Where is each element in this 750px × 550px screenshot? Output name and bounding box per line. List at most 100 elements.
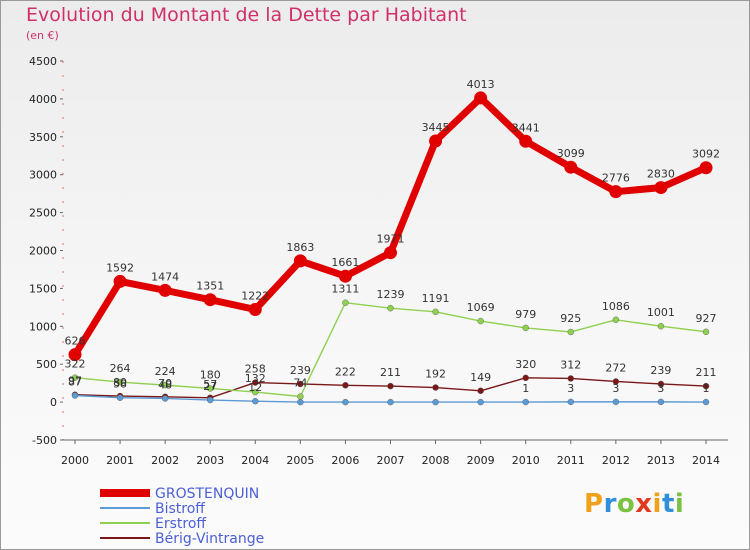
data-label: 1351 [196, 280, 224, 293]
data-label: 57 [203, 378, 217, 391]
data-label: 87 [68, 376, 82, 389]
data-label: 1222 [241, 289, 269, 302]
data-label: 132 [245, 372, 266, 385]
data-point [432, 308, 439, 316]
data-label: 3 [567, 382, 574, 395]
data-point [297, 380, 304, 388]
legend-label: Erstroff [155, 516, 206, 532]
x-tick-label: 2012 [602, 454, 630, 467]
legend-label: GROSTENQUIN [155, 486, 259, 502]
data-point [387, 398, 394, 406]
data-point [612, 378, 620, 385]
data-label: 1863 [286, 241, 314, 254]
y-tick-label: 3500 [29, 131, 57, 144]
x-tick-label: 2003 [196, 454, 224, 467]
data-point [657, 398, 665, 406]
data-label: 3092 [692, 148, 720, 161]
x-tick-label: 2005 [286, 454, 314, 467]
data-label: 1 [703, 382, 710, 395]
data-label: 312 [560, 358, 581, 371]
logo-letter: t [661, 489, 675, 519]
data-label: 2776 [602, 172, 630, 185]
y-tick-label: 1000 [29, 320, 57, 333]
x-tick-label: 2000 [61, 454, 89, 467]
data-label: 1592 [106, 261, 134, 274]
data-point [68, 348, 82, 362]
data-label: 70 [158, 377, 172, 390]
data-label: 1191 [422, 292, 450, 305]
data-label: 239 [290, 364, 311, 377]
data-labels: 6261592147413511222186316611971344540133… [65, 78, 721, 395]
data-label: 48 [158, 378, 172, 391]
data-label: 4013 [467, 78, 495, 91]
data-point [474, 91, 488, 105]
data-point [338, 269, 352, 283]
x-tick-label: 2014 [692, 454, 720, 467]
logo-letter: i [652, 489, 662, 519]
data-point [564, 160, 578, 174]
data-point [203, 293, 217, 307]
data-label: 58 [113, 378, 127, 391]
data-label: 180 [200, 368, 221, 381]
data-point [161, 395, 169, 402]
data-point [657, 380, 665, 388]
data-label: 211 [696, 366, 717, 379]
data-label: 1971 [377, 233, 405, 246]
data-point [522, 398, 529, 406]
data-point [297, 393, 304, 400]
data-point [429, 134, 443, 148]
data-point [654, 181, 668, 195]
data-label: 224 [155, 365, 176, 378]
data-label: 626 [65, 335, 86, 348]
data-point [477, 317, 484, 325]
data-point [342, 382, 349, 389]
logo-letter: r [603, 489, 617, 519]
axes: -500 0 500 1000 1500 2000 2500 3000 3500 4000 4500… [29, 55, 728, 467]
unit-label: (en €) [26, 29, 59, 42]
data-point [161, 381, 169, 389]
data-point [387, 304, 394, 312]
data-point [657, 323, 665, 330]
y-tick-label: 3000 [29, 169, 57, 182]
legend-label: Bérig-Vintrange [155, 531, 264, 547]
y-tick-label: 4500 [29, 55, 57, 68]
data-point [207, 396, 214, 404]
data-label: 97 [68, 375, 82, 388]
data-label: 3441 [512, 121, 540, 134]
y-tick-label: 2000 [29, 245, 57, 258]
data-label: 192 [425, 368, 446, 381]
data-label: 320 [515, 358, 536, 371]
data-label: 12 [248, 381, 262, 394]
x-tick-label: 2009 [467, 454, 495, 467]
y-tick-label: 1500 [29, 282, 57, 295]
data-label: 149 [470, 371, 491, 384]
x-tick-label: 2006 [331, 454, 359, 467]
data-label: 979 [515, 308, 536, 321]
legend-label: Bistroff [155, 501, 205, 517]
data-point [252, 388, 259, 396]
data-label: 1069 [467, 301, 495, 314]
chart-title: Evolution du Montant de la Dette par Hab… [26, 4, 467, 26]
data-label: 2830 [647, 168, 675, 181]
data-point [699, 161, 713, 175]
y-tick-label: 0 [50, 396, 57, 409]
data-label: 1311 [331, 283, 359, 296]
data-point [432, 384, 439, 391]
x-tick-label: 2002 [151, 454, 179, 467]
x-tick-label: 2010 [512, 454, 540, 467]
data-label: 3 [657, 382, 664, 395]
proxiti-logo: Proxiti [584, 489, 684, 519]
data-point [116, 394, 124, 401]
data-point [297, 398, 304, 406]
y-tick-label: 2500 [29, 207, 57, 220]
data-label: 74 [293, 376, 307, 389]
legend: GROSTENQUINBistroffErstroffBérig-Vintran… [100, 486, 264, 547]
data-point [71, 374, 79, 381]
x-tick-label: 2011 [557, 454, 585, 467]
data-point [702, 382, 710, 390]
data-point [158, 283, 172, 297]
data-point [432, 398, 439, 406]
data-label: 272 [605, 361, 626, 374]
